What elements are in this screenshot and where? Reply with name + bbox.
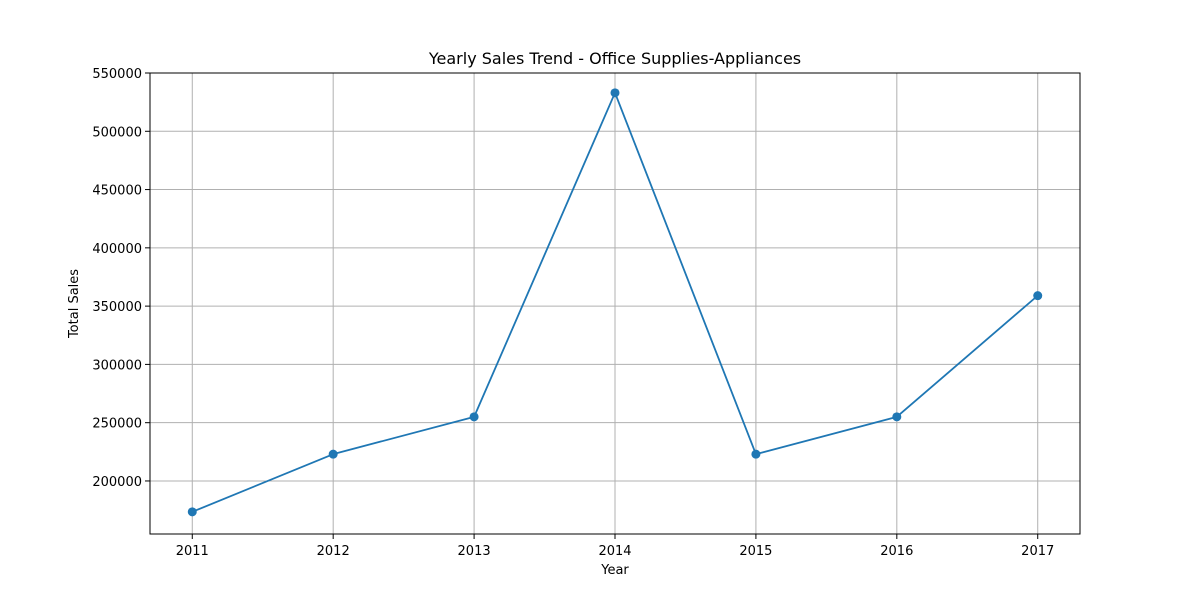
- data-point: [328, 449, 338, 459]
- y-tick-label: 500000: [92, 125, 142, 140]
- data-point: [892, 412, 902, 422]
- x-axis: 2011 2012 2013 2014 2015 2016 2017: [176, 534, 1054, 559]
- chart-title: Yearly Sales Trend - Office Supplies-App…: [428, 49, 801, 68]
- grid-lines: [150, 72, 1080, 534]
- x-tick-label: 2015: [739, 544, 772, 559]
- series-layer: [187, 88, 1043, 517]
- y-tick-label: 250000: [92, 417, 142, 432]
- data-point: [1033, 291, 1043, 301]
- x-tick-label: 2011: [176, 544, 209, 559]
- data-point: [751, 449, 761, 459]
- x-tick-label: 2014: [598, 544, 631, 559]
- data-point: [187, 507, 197, 517]
- x-tick-label: 2012: [317, 544, 350, 559]
- data-point: [610, 88, 620, 98]
- y-axis-label: Total Sales: [67, 269, 82, 339]
- y-tick-label: 200000: [92, 475, 142, 490]
- y-tick-label: 550000: [92, 67, 142, 82]
- x-tick-label: 2016: [880, 544, 913, 559]
- x-axis-label: Year: [600, 563, 629, 578]
- data-point: [469, 412, 479, 422]
- y-tick-label: 400000: [92, 242, 142, 257]
- y-tick-label: 350000: [92, 300, 142, 315]
- x-tick-label: 2017: [1021, 544, 1054, 559]
- y-tick-label: 450000: [92, 184, 142, 199]
- y-axis: 200000 250000 300000 350000 400000 450000 5000…: [92, 67, 150, 490]
- x-tick-label: 2013: [458, 544, 491, 559]
- y-tick-label: 300000: [92, 358, 142, 373]
